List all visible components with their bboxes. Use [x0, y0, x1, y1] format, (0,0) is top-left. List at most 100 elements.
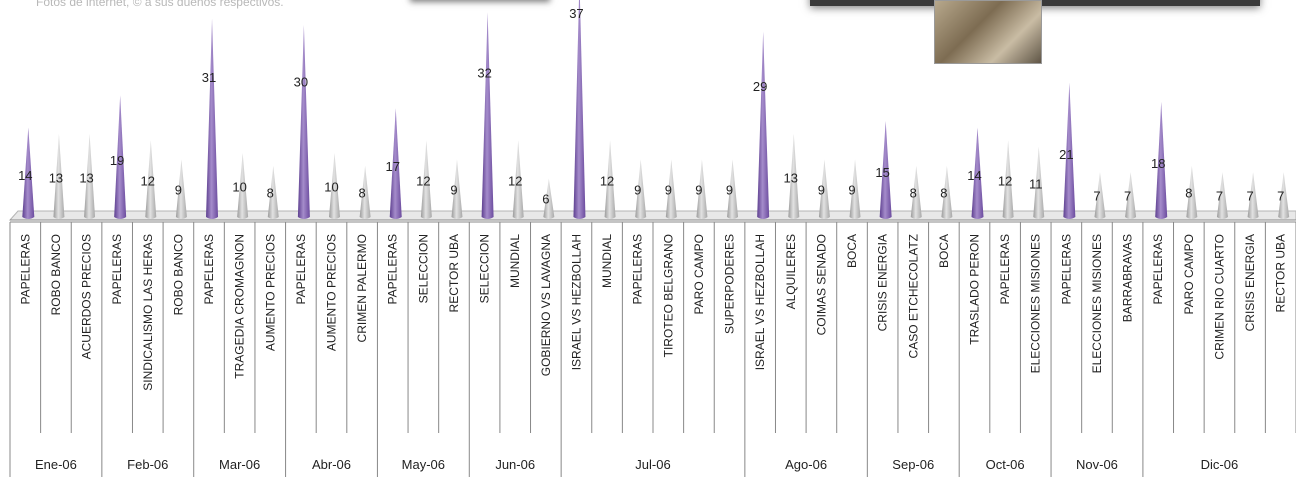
data-label: 13	[784, 171, 798, 186]
data-label: 9	[450, 183, 457, 198]
bar	[757, 31, 770, 220]
group-label: Sep-06	[892, 457, 934, 472]
tick-label: TRASLADO PERON	[968, 234, 982, 345]
data-label: 8	[910, 185, 917, 200]
data-label: 13	[49, 171, 63, 186]
bar	[910, 165, 922, 219]
tick-label: PAPELERAS	[1151, 234, 1165, 304]
tick-label: PAPELERAS	[386, 234, 400, 304]
bar	[971, 127, 984, 219]
data-label: 6	[542, 191, 549, 206]
bar	[267, 165, 279, 219]
tick-label: TIROTEO BELGRANO	[661, 234, 675, 357]
tick-label: SINDICALISMO LAS HERAS	[141, 234, 155, 391]
tick-label: RECTOR UBA	[447, 234, 461, 312]
tick-label: COIMAS SENADO	[814, 234, 828, 335]
bar-series	[22, 0, 1290, 220]
data-label: 13	[79, 171, 93, 186]
data-label: 31	[202, 70, 216, 85]
tick-label: MUNDIAL	[600, 234, 614, 288]
tick-label: CASO ETCHECOLATZ	[906, 234, 920, 358]
bar	[1063, 82, 1076, 219]
data-label: 14	[967, 168, 981, 183]
bar	[1247, 172, 1259, 219]
photo-credit: Fotos de internet, © a sus dueños respec…	[36, 0, 284, 9]
data-label: 12	[600, 174, 614, 189]
tick-label: PAPELERAS	[1059, 234, 1073, 304]
bar	[84, 133, 96, 219]
group-label: Ene-06	[35, 457, 77, 472]
data-label: 7	[1246, 188, 1253, 203]
data-label: 21	[1059, 147, 1073, 162]
group-label: Jul-06	[635, 457, 670, 472]
data-label: 7	[1216, 188, 1223, 203]
data-label: 19	[110, 153, 124, 168]
tick-label: ELECCIONES MISIONES	[1090, 234, 1104, 373]
tick-label: PAPELERAS	[294, 234, 308, 304]
bar	[1278, 172, 1290, 219]
tick-label: CRISIS ENERGIA	[1243, 234, 1257, 331]
tick-label: ISRAEL VS HEZBOLLAH	[569, 234, 583, 370]
tick-label: BOCA	[937, 234, 951, 268]
group-label: Oct-06	[986, 457, 1025, 472]
tick-label: AUMENTO PRECIOS	[325, 234, 339, 351]
bar	[665, 159, 677, 219]
tick-label: SELECCION	[478, 234, 492, 303]
data-label: 9	[634, 183, 641, 198]
group-label: Jun-06	[495, 457, 535, 472]
bar	[1186, 165, 1198, 219]
data-label: 9	[175, 183, 182, 198]
bar	[1094, 172, 1106, 219]
data-label: 30	[294, 74, 308, 89]
tick-label: ROBO BANCO	[171, 234, 185, 315]
bar	[818, 159, 830, 219]
data-label: 10	[324, 180, 338, 195]
tick-label: PAPELERAS	[631, 234, 645, 304]
bar	[297, 25, 310, 219]
bar	[1155, 101, 1168, 219]
data-label: 37	[569, 6, 583, 21]
tick-label: PARO CAMPO	[692, 234, 706, 314]
data-label: 10	[232, 180, 246, 195]
data-label: 15	[875, 165, 889, 180]
bar	[206, 18, 219, 219]
data-label: 7	[1124, 188, 1131, 203]
data-label: 9	[818, 183, 825, 198]
tick-label: ROBO BANCO	[49, 234, 63, 315]
data-label: 29	[753, 79, 767, 94]
data-label: 7	[1277, 188, 1284, 203]
bar	[451, 159, 463, 219]
bar	[543, 178, 555, 219]
tick-label: TRAGEDIA CROMAGNON	[233, 234, 247, 379]
news-photo	[934, 0, 1042, 64]
tick-label: PAPELERAS	[110, 234, 124, 304]
bar	[635, 159, 647, 219]
group-label: Nov-06	[1076, 457, 1118, 472]
bar	[114, 95, 127, 219]
tick-label: PAPELERAS	[18, 234, 32, 304]
data-labels: 14 13 13 19 12 9 31 10 8 30 10 8 17 12 9 32 12 6 37 12 9 9 9 9 2…	[18, 6, 1284, 206]
bar	[849, 159, 861, 219]
group-label: Abr-06	[312, 457, 351, 472]
bar	[359, 165, 371, 219]
tick-label: BARRABRAVAS	[1121, 234, 1135, 322]
data-label: 8	[359, 185, 366, 200]
group-label: Ago-06	[785, 457, 827, 472]
data-label: 12	[508, 174, 522, 189]
group-label: May-06	[402, 457, 445, 472]
group-label: Feb-06	[127, 457, 168, 472]
data-label: 9	[665, 183, 672, 198]
bar	[941, 165, 953, 219]
data-label: 9	[695, 183, 702, 198]
tick-label: CRIMEN RIO CUARTO	[1212, 234, 1226, 360]
tick-label: ALQUILERES	[784, 234, 798, 309]
tick-label: PAPELERAS	[202, 234, 216, 304]
bar	[879, 121, 892, 219]
bar	[389, 108, 402, 219]
bar	[1216, 172, 1228, 219]
bar	[481, 12, 494, 220]
data-label: 11	[1029, 177, 1043, 192]
data-label: 18	[1151, 156, 1165, 171]
data-label: 7	[1093, 188, 1100, 203]
data-label: 32	[477, 66, 491, 81]
